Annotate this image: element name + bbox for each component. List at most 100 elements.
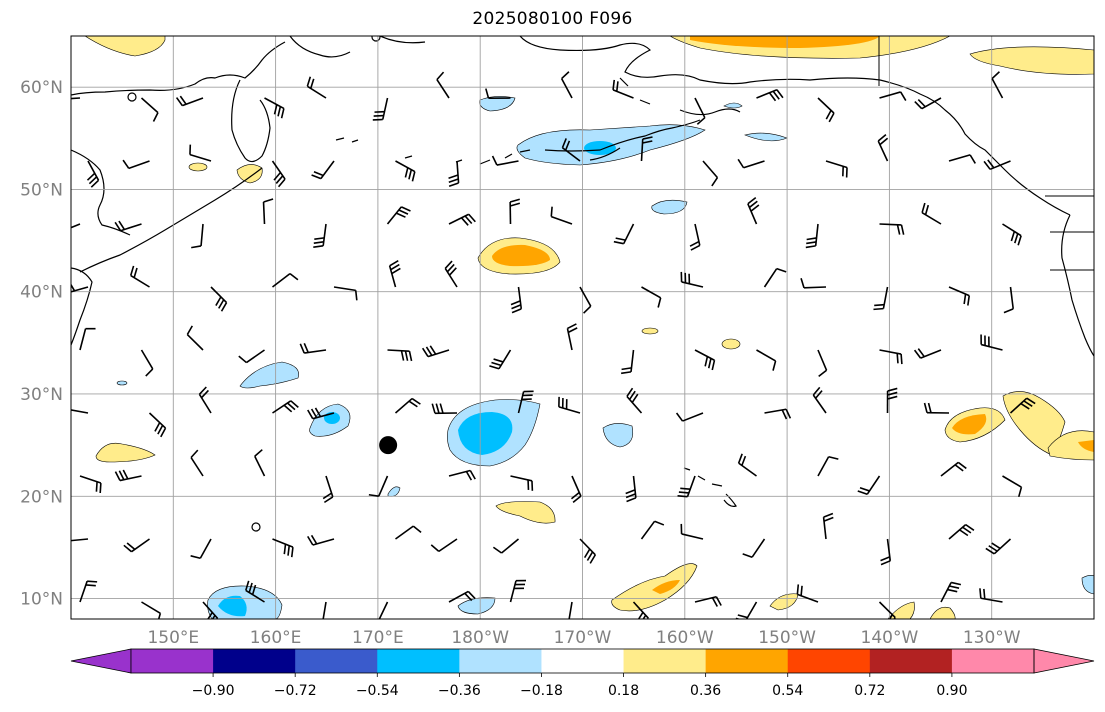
wind-barb	[914, 97, 942, 110]
wind-barb	[822, 512, 834, 540]
wind-barb	[123, 538, 150, 553]
wind-barb	[71, 408, 89, 414]
shade-yellow	[721, 338, 741, 350]
wind-barb	[694, 97, 706, 125]
longitude-label: 150°E	[147, 628, 199, 648]
longitude-label: 170°W	[554, 628, 612, 648]
wind-barb	[735, 601, 758, 619]
longitude-labels: 150°E 160°E 170°E 180°W 170°W 160°W 150°W 140°W…	[147, 628, 1020, 648]
colorbar-tick-label: −0.72	[274, 683, 317, 699]
wind-barb	[641, 286, 662, 308]
latitude-label: 20°N	[20, 487, 63, 507]
wind-barb	[189, 144, 212, 162]
wind-barb	[873, 286, 889, 311]
wind-barb	[550, 206, 573, 225]
shade-lightblue	[1081, 575, 1094, 595]
wind-barb	[796, 584, 819, 603]
wind-barb	[114, 220, 142, 232]
colorbar-segment	[295, 649, 378, 673]
wind-barb	[742, 538, 766, 558]
wind-barb	[632, 601, 650, 619]
colorbar-segment	[623, 649, 707, 673]
wind-barb	[210, 286, 228, 312]
wind-barbs	[71, 71, 1036, 619]
wind-barb	[566, 323, 578, 351]
borders	[878, 36, 1094, 271]
wind-barb	[272, 538, 294, 558]
colorbar-segment	[541, 649, 625, 673]
wind-barb	[191, 223, 204, 249]
colorbar-segment	[459, 649, 542, 673]
colorbar-frame	[130, 648, 1035, 674]
latitude-label: 50°N	[20, 180, 63, 200]
wind-barb	[71, 97, 81, 100]
wind-barb	[812, 386, 827, 414]
wind-barb	[940, 581, 962, 603]
longitude-label: 150°W	[758, 628, 816, 648]
wind-barb	[756, 89, 784, 102]
colorbar-segment	[869, 649, 953, 673]
shade-yellow	[929, 606, 956, 619]
wind-barb	[756, 349, 777, 371]
storm-center-marker-icon	[379, 436, 398, 455]
wind-barb	[313, 223, 327, 248]
wind-barb	[86, 160, 100, 188]
longitude-label: 160°E	[250, 628, 302, 648]
wind-barb	[254, 449, 266, 477]
wind-barb	[825, 160, 848, 178]
latitude-labels: 60°N 50°N 40°N 30°N 20°N 10°N	[20, 78, 63, 609]
wind-barb	[517, 390, 534, 414]
wind-barb	[448, 160, 460, 187]
wind-barb	[680, 271, 704, 288]
shade-lightblue	[651, 199, 688, 215]
wind-barb	[79, 475, 102, 494]
wind-barb	[333, 286, 358, 301]
wind-barb	[579, 538, 597, 564]
wind-barb	[1009, 397, 1036, 414]
latitude-label: 40°N	[20, 283, 63, 303]
colorbar-extend-low	[70, 648, 132, 674]
wind-barb	[1002, 475, 1023, 498]
shade-yellow	[495, 501, 556, 524]
coastline-aleutians	[335, 119, 701, 165]
wind-barb	[857, 475, 881, 496]
wind-barb	[1003, 286, 1015, 314]
wind-barb	[271, 160, 286, 188]
wind-barb	[448, 213, 476, 226]
wind-barb	[886, 387, 898, 414]
wind-barb	[307, 534, 335, 546]
wind-barb	[491, 155, 519, 166]
wind-barb	[322, 475, 334, 504]
wind-barb	[71, 283, 89, 293]
wind-barb	[675, 412, 704, 422]
colorbar-tick-label: 0.54	[772, 683, 803, 699]
wind-barb	[737, 453, 757, 477]
shade-yellow	[1047, 430, 1094, 461]
wind-barb	[626, 387, 643, 414]
wind-barb	[448, 590, 476, 603]
wind-barb	[448, 469, 476, 481]
map-frame	[70, 35, 1095, 620]
shade-orange	[492, 244, 550, 267]
wind-barb	[141, 601, 162, 619]
wind-barb	[560, 71, 573, 99]
wind-barb	[306, 76, 327, 99]
wind-barb	[737, 158, 765, 169]
wind-barb	[245, 580, 265, 603]
shade-lightblue	[723, 102, 743, 109]
map-title: 2025080100 F096	[472, 9, 633, 29]
shade-lightblue	[602, 423, 634, 448]
shade-orange	[652, 580, 680, 594]
wind-barb	[129, 265, 150, 288]
shade-orange	[952, 414, 987, 435]
shade-lightblue	[479, 96, 516, 112]
wind-barb	[71, 223, 81, 229]
shade-orange	[690, 36, 880, 48]
wind-barb	[368, 475, 389, 497]
colorbar-segment	[213, 649, 296, 673]
wind-barb	[625, 475, 637, 503]
wind-barb	[680, 523, 704, 540]
wind-barb	[485, 88, 511, 100]
longitude-label: 130°W	[963, 628, 1021, 648]
longitude-label: 180°W	[451, 628, 509, 648]
